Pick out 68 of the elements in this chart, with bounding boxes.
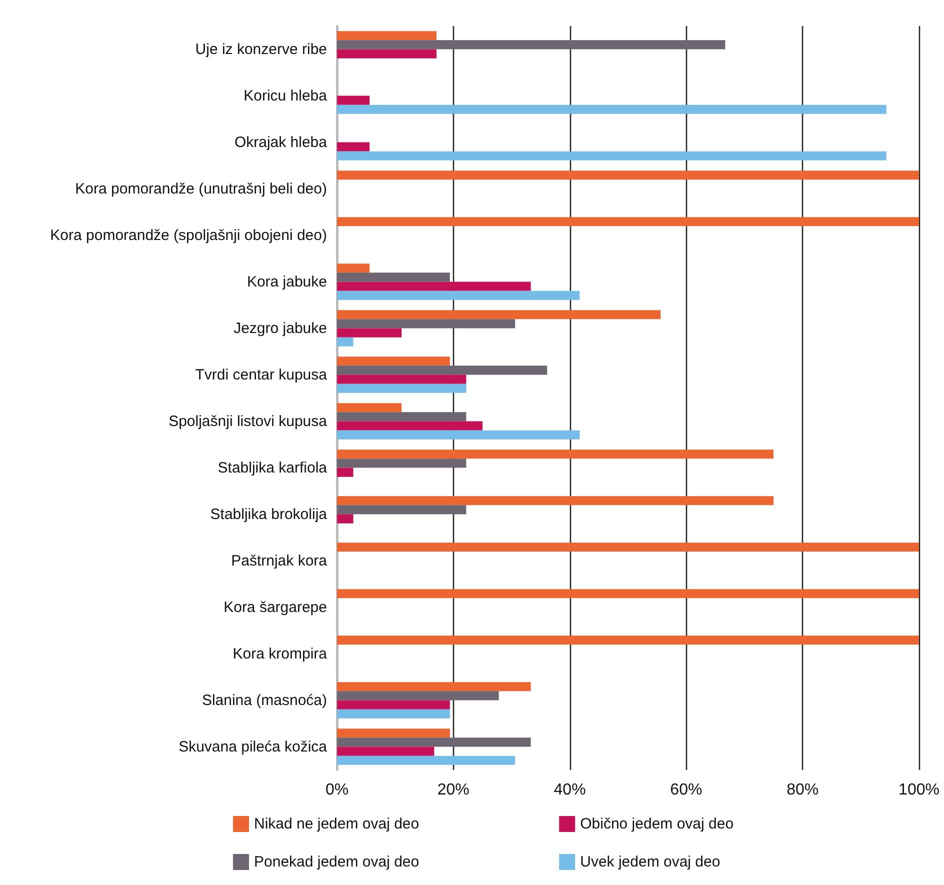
bar xyxy=(337,264,370,273)
y-tick-label: Stabljika karfiola xyxy=(218,459,328,476)
bar xyxy=(337,756,516,765)
y-tick-label: Jezgro jabuke xyxy=(234,320,327,337)
bar xyxy=(337,356,450,366)
bar xyxy=(337,40,726,50)
bar xyxy=(337,328,402,338)
bar xyxy=(337,542,919,552)
legend-label: Uvek jedem ovaj deo xyxy=(580,854,720,870)
bar xyxy=(337,589,919,598)
x-tick-label: 100% xyxy=(898,782,940,798)
bar xyxy=(337,505,466,514)
bar xyxy=(337,337,354,346)
y-tick-label: Kora šargarepe xyxy=(224,598,327,616)
x-tick-label: 0% xyxy=(325,782,349,798)
bar xyxy=(337,403,402,412)
bar xyxy=(337,636,919,645)
bar xyxy=(337,272,450,282)
legend-label: Obično jedem ovaj deo xyxy=(580,816,734,832)
bar xyxy=(337,142,370,152)
bar xyxy=(337,412,466,422)
x-tick-label: 60% xyxy=(670,782,702,798)
bar xyxy=(337,421,482,430)
bar xyxy=(337,450,774,459)
bar xyxy=(337,290,580,300)
bar xyxy=(337,151,886,160)
y-tick-label: Tvrdi centar kupusa xyxy=(195,366,328,384)
bar xyxy=(337,217,919,226)
y-tick-label: Kora pomorandže (unutrašnj beli deo) xyxy=(75,180,327,198)
y-tick-label: Stabljika brokolija xyxy=(210,506,328,523)
legend-label: Nikad ne jedem ovaj deo xyxy=(254,816,420,832)
y-tick-label: Kora jabuke xyxy=(246,273,327,290)
bar xyxy=(337,738,531,747)
y-tick-label: Skuvana pileća kožica xyxy=(178,738,328,756)
bar xyxy=(337,366,548,375)
y-tick-label: Paštrnjak kora xyxy=(231,552,328,570)
bar xyxy=(337,468,354,477)
bar xyxy=(337,170,919,180)
y-tick-label: Uje iz konzerve ribe xyxy=(195,40,327,58)
bar xyxy=(337,728,450,738)
bar xyxy=(337,319,516,328)
bar xyxy=(337,310,661,320)
bar xyxy=(337,691,499,700)
x-tick-label: 40% xyxy=(554,782,586,798)
bar xyxy=(337,746,434,756)
bar xyxy=(337,31,437,40)
bar xyxy=(337,49,437,58)
bar xyxy=(337,384,466,393)
x-tick-label: 20% xyxy=(437,782,470,798)
bar xyxy=(337,282,531,291)
y-tick-label: Spoljašnji listovi kupusa xyxy=(168,412,328,430)
bar xyxy=(337,514,354,524)
y-tick-label: Slanina (masnoća) xyxy=(202,692,328,709)
y-tick-label: Koricu hleba xyxy=(244,87,328,104)
y-tick-label: Okrajak hleba xyxy=(234,134,328,151)
legend-label: Ponekad jedem ovaj deo xyxy=(254,854,420,870)
bar xyxy=(337,458,466,468)
bar xyxy=(337,700,450,710)
x-tick-label: 80% xyxy=(786,782,819,798)
bar xyxy=(337,374,466,384)
y-tick-label: Kora krompira xyxy=(232,645,328,662)
bar xyxy=(337,96,370,105)
bar xyxy=(337,709,450,718)
bar xyxy=(337,104,886,114)
bar xyxy=(337,682,531,692)
bar xyxy=(337,430,580,440)
bar xyxy=(337,496,774,506)
y-tick-label: Kora pomorandže (spoljašnji obojeni deo) xyxy=(50,226,327,244)
